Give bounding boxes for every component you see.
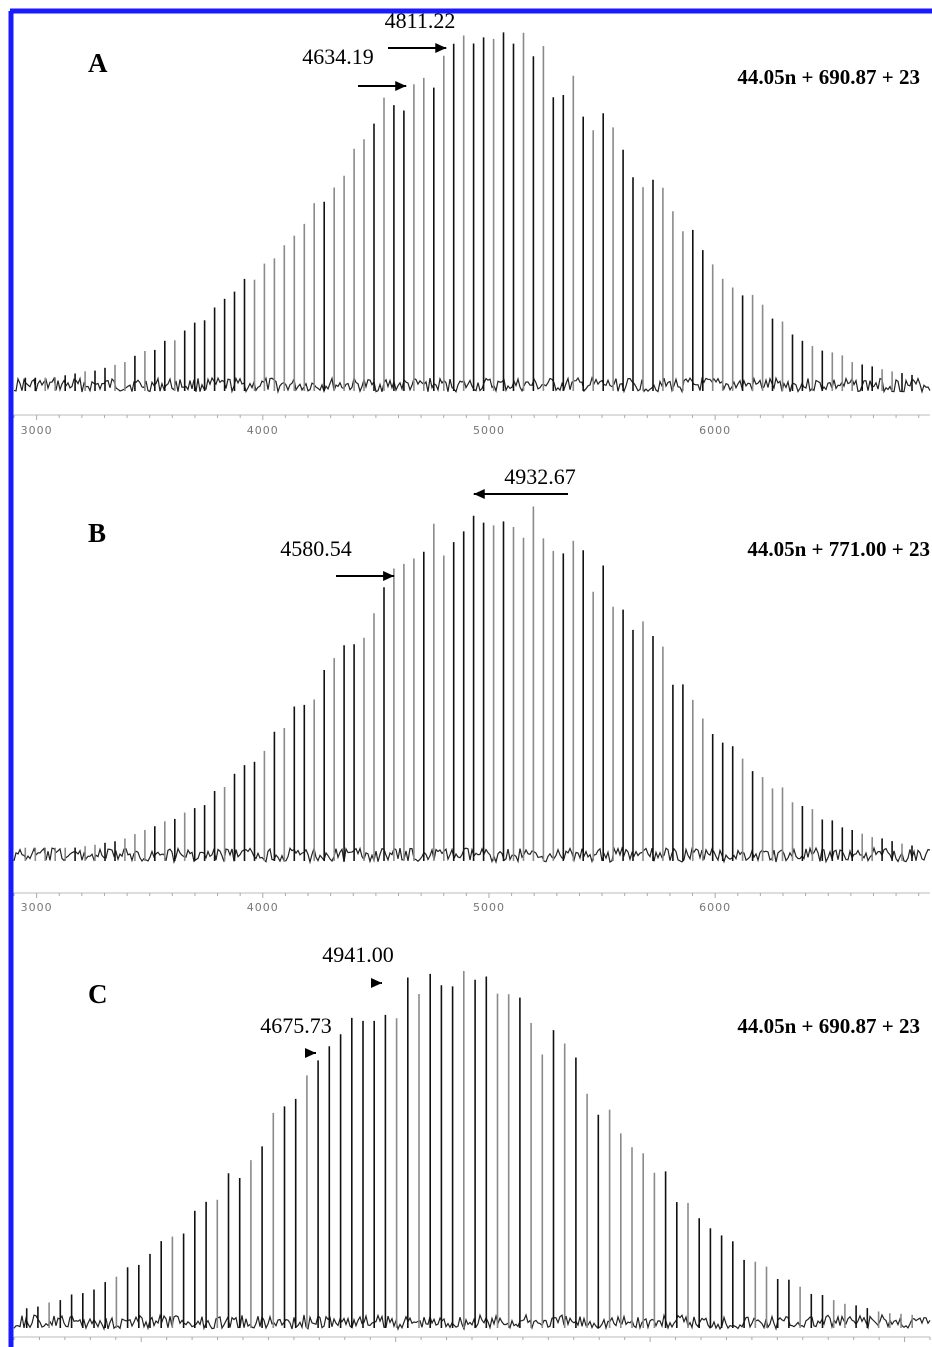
x-tick-label: 6000: [699, 901, 731, 914]
peak-annotation: 4675.73: [260, 1013, 332, 1038]
peak-annotation: 4580.54: [280, 536, 352, 561]
baseline-noise: [13, 376, 931, 395]
arrow-head: [435, 43, 447, 53]
baseline-noise: [13, 846, 931, 865]
x-tick-label: 4000: [247, 901, 279, 914]
peak-annotation: 4634.19: [302, 44, 374, 69]
spectrum-panel-b: 3000 4000 5000 6000 B 44.05n + 771.00 + 23 493…: [13, 464, 931, 914]
x-tick-label: 3000: [21, 901, 53, 914]
x-tick-label: 6000: [699, 424, 731, 437]
panel-label: B: [88, 518, 106, 548]
x-tick-label: 5000: [473, 901, 505, 914]
spectrum-panel-c: C 44.05n + 690.87 + 23 4941.00 4675.73: [13, 942, 931, 1342]
x-tick-label: 3000: [21, 424, 53, 437]
formula-label: 44.05n + 690.87 + 23: [737, 65, 920, 89]
peak-annotation: 4932.67: [504, 464, 576, 489]
formula-label: 44.05n + 771.00 + 23: [747, 537, 930, 561]
arrow-head: [473, 489, 485, 499]
x-tick-label: 4000: [247, 424, 279, 437]
panel-label: C: [88, 979, 108, 1009]
arrow-head: [383, 571, 395, 581]
formula-label: 44.05n + 690.87 + 23: [737, 1014, 920, 1038]
arrow-head: [371, 978, 382, 988]
panel-label: A: [88, 48, 108, 78]
peak-annotation: 4941.00: [322, 942, 394, 967]
arrow-head: [395, 81, 407, 91]
x-tick-label: 5000: [473, 424, 505, 437]
arrow-head: [305, 1048, 316, 1058]
